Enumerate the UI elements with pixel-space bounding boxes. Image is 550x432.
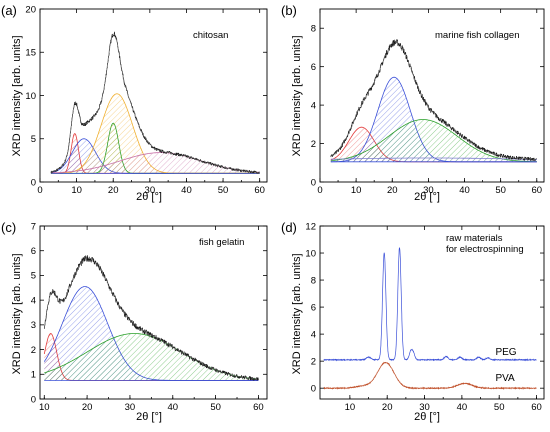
series-label-pva: PVA (495, 373, 515, 384)
component-fill-3 (51, 93, 260, 174)
x-tick-label: 50 (495, 185, 506, 196)
x-tick-label: 30 (419, 402, 430, 413)
series-line-pva (323, 361, 537, 390)
x-tick-label: 30 (145, 185, 156, 196)
plot-frame (39, 225, 268, 400)
x-tick-label: 20 (82, 402, 93, 413)
fit-sum-curve (44, 258, 259, 380)
x-tick-label: 20 (387, 185, 398, 196)
panel-label-b: (b) (281, 3, 297, 18)
panel-c-annotation: fish gelatin (199, 237, 244, 248)
y-tick-label: 6 (31, 246, 36, 257)
panel-label-d: (d) (281, 220, 297, 235)
y-tick-label: 5 (31, 271, 36, 282)
y-tick-label: 2 (31, 345, 36, 356)
x-tick-label: 40 (459, 185, 470, 196)
y-tick-label: 15 (25, 48, 36, 59)
fit-sum-curve (50, 33, 260, 173)
y-tick-label: 0 (311, 177, 316, 188)
y-tick-label: 4 (311, 100, 316, 111)
component-fill-3 (330, 158, 537, 162)
x-tick-label: 10 (351, 185, 362, 196)
x-tick-label: 40 (181, 185, 192, 196)
y-tick-label: 2 (311, 356, 316, 367)
x-tick-label: 50 (210, 402, 221, 413)
y-tick-label: 0 (31, 394, 36, 405)
panel-c-xlabel: 2θ [°] (136, 411, 162, 423)
series-line-peg (323, 247, 537, 362)
panel-b-ylabel: XRD intensity [arb. units] (291, 35, 303, 156)
y-tick-label: 3 (31, 320, 36, 331)
panel-a-ylabel: XRD intensity [arb. units] (11, 35, 23, 156)
y-tick-label: 10 (25, 91, 36, 102)
panel-a-annotation: chitosan (193, 30, 228, 41)
component-fill-2 (44, 333, 259, 381)
panel-c: (c) fish gelatin XRD intensity [arb. uni… (1, 220, 268, 423)
raw-xrd-curve (330, 39, 537, 162)
x-tick-label: 50 (494, 402, 505, 413)
raw-xrd-curve (43, 255, 259, 381)
series-label-peg: PEG (495, 347, 516, 358)
panel-a: (a) chitosan XRD intensity [arb. units] … (1, 3, 268, 203)
y-tick-label: 20 (25, 4, 36, 15)
x-tick-label: 20 (382, 402, 393, 413)
panel-c-ylabel: XRD intensity [arb. units] (11, 253, 23, 374)
panel-a-xlabel: 2θ [°] (136, 191, 162, 203)
panel-d-annotation-line2: for electrospinning (446, 244, 524, 255)
x-tick-label: 30 (423, 185, 434, 196)
y-tick-label: 0 (311, 383, 316, 394)
y-tick-label: 8 (311, 24, 316, 35)
y-tick-label: 6 (311, 62, 316, 73)
x-tick-label: 10 (39, 402, 50, 413)
panel-b-xlabel: 2θ [°] (414, 191, 440, 203)
x-tick-label: 40 (167, 402, 178, 413)
x-tick-label: 60 (531, 185, 542, 196)
panel-b-annotation: marine fish collagen (435, 30, 520, 41)
fit-sum-curve (330, 41, 537, 160)
panel-b-plot: 0 10 20 30 40 50 60 0 2 4 6 8 (311, 8, 545, 196)
panel-d-annotation-line1: raw materials (446, 233, 503, 244)
x-tick-label: 30 (125, 402, 136, 413)
x-tick-label: 10 (71, 185, 82, 196)
y-tick-label: 4 (311, 329, 316, 340)
y-tick-label: 5 (31, 134, 36, 145)
component-fill-4 (51, 152, 260, 174)
x-tick-label: 10 (345, 402, 356, 413)
x-tick-label: 40 (457, 402, 468, 413)
component-curve-3 (330, 157, 537, 160)
x-tick-label: 60 (254, 185, 265, 196)
y-tick-label: 4 (31, 295, 36, 306)
plot-frame (319, 225, 545, 400)
y-tick-label: 1 (31, 370, 36, 381)
y-tick-label: 10 (305, 248, 316, 259)
panel-d-xlabel: 2θ [°] (414, 411, 440, 423)
panel-label-a: (a) (1, 3, 17, 18)
x-tick-label: 20 (108, 185, 119, 196)
x-tick-label: 60 (531, 402, 542, 413)
y-tick-label: 0 (31, 177, 36, 188)
panel-d: (d) raw materials for electrospinning XR… (281, 220, 545, 423)
y-tick-label: 2 (311, 139, 316, 150)
panel-d-plot: PEG PVA 10 20 30 40 50 60 0 2 4 6 8 10 12 (305, 221, 545, 413)
x-tick-label: 60 (253, 402, 264, 413)
component-fill-2 (330, 119, 537, 162)
panel-c-plot: 10 20 30 40 50 60 0 1 2 3 4 5 6 7 (31, 221, 268, 413)
plot-frame (319, 8, 545, 183)
panel-d-ylabel: XRD intensity [arb. units] (291, 253, 303, 374)
y-tick-label: 7 (31, 221, 36, 232)
panel-label-c: (c) (1, 220, 16, 235)
x-tick-label: 0 (37, 185, 42, 196)
y-tick-label: 6 (311, 302, 316, 313)
y-tick-label: 8 (311, 275, 316, 286)
y-tick-label: 12 (305, 221, 316, 232)
x-tick-label: 50 (218, 185, 229, 196)
x-tick-label: 0 (317, 185, 322, 196)
panel-a-plot: 0 10 20 30 40 50 60 0 5 10 15 20 (25, 4, 268, 196)
panel-b: (b) marine fish collagen XRD intensity [… (281, 3, 545, 203)
